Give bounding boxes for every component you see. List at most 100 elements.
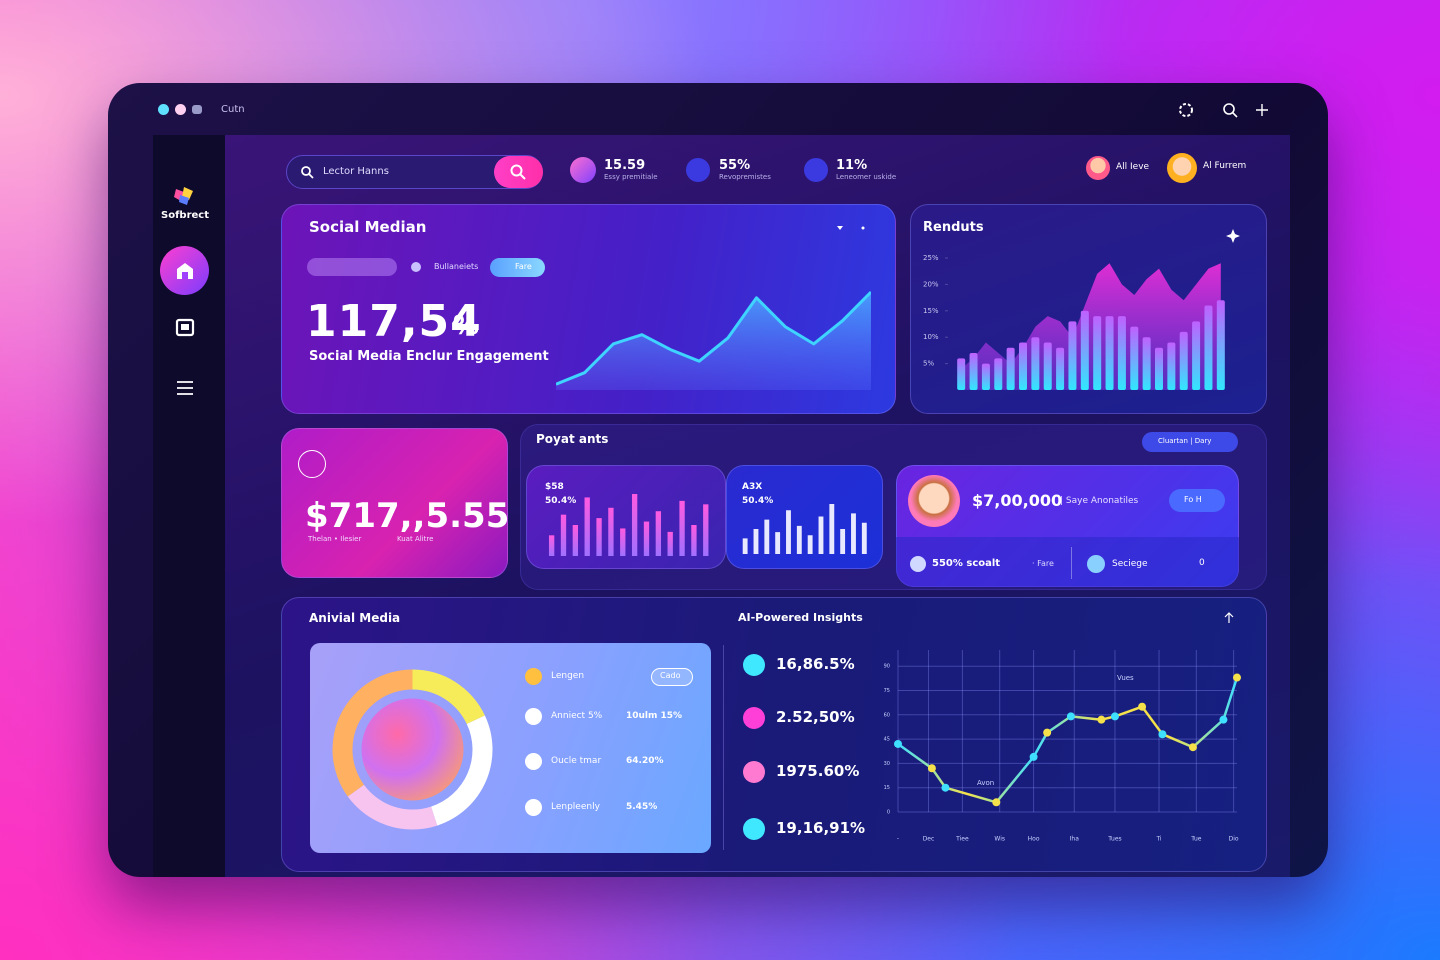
bar [994, 358, 1003, 390]
bar [667, 531, 673, 556]
y-tick-label: 20% [923, 280, 939, 288]
legend-icon [525, 708, 542, 725]
user-avatar[interactable] [1086, 156, 1110, 180]
bar [620, 528, 626, 556]
profile-tag-text: Fare [1037, 559, 1054, 568]
x-tick-label: Iha [1070, 836, 1080, 843]
insight-value: 2.52,50% [776, 708, 855, 726]
annotation: Avon [977, 779, 995, 787]
y-tick-label: 90 [884, 664, 890, 670]
panel-label: $58 [545, 482, 564, 492]
user-avatar[interactable] [1167, 153, 1197, 183]
stat-label: Essy premitiale [604, 173, 658, 181]
insight-value: 19,16,91% [776, 819, 866, 837]
y-tick-label: 60 [884, 712, 890, 718]
window-dot[interactable] [192, 105, 202, 114]
y-tick-label: 10% [923, 333, 939, 341]
profile-name-text: Saye Anonatiles [1065, 496, 1139, 506]
insights-title: AI-Powered Insights [738, 611, 863, 624]
donut-chart [332, 669, 493, 830]
legend-icon [525, 799, 542, 816]
x-tick-label: Tues [1107, 836, 1121, 843]
y-tick-label: 25% [923, 254, 939, 262]
nav-board[interactable] [175, 318, 195, 338]
profile-score: 550% scoalt [932, 558, 1001, 569]
sparkle-icon [1226, 229, 1240, 243]
chip-icon [411, 262, 421, 272]
bar [840, 529, 846, 554]
panel-sub: 50.4% [545, 496, 577, 506]
engagement-area [556, 292, 871, 390]
add-icon[interactable] [1256, 104, 1268, 116]
x-tick-label: Ti [1155, 836, 1161, 843]
bar [1117, 316, 1126, 390]
bar [1105, 316, 1114, 390]
bar [1204, 305, 1213, 390]
payment-panel [726, 465, 883, 569]
stat-icon [570, 157, 596, 183]
bar [786, 510, 791, 554]
legend-icon [525, 753, 542, 770]
insights-chart: 0 15 30 45 60 75 90 - Dec Tiee Wis Hoo Iha Tues Ti Tue D… [884, 650, 1241, 843]
x-tick-label: Dec [923, 836, 935, 843]
data-point [1066, 712, 1075, 721]
stat-label: Revopremistes [719, 173, 771, 181]
panel-chart [742, 504, 867, 554]
data-point [941, 783, 950, 792]
chip[interactable] [490, 258, 545, 277]
chip-label: Fare [515, 262, 532, 271]
bar [796, 525, 802, 554]
bar [1155, 347, 1163, 390]
payments-chip[interactable] [1142, 432, 1238, 452]
nav-menu[interactable] [175, 379, 195, 397]
bar [631, 494, 638, 556]
bar [807, 535, 813, 554]
profile-action[interactable]: Seciege [1112, 559, 1148, 569]
bar [596, 518, 602, 556]
x-tick-label: Hoo [1028, 836, 1040, 843]
legend-chip[interactable] [651, 668, 693, 686]
settings-icon[interactable] [1179, 103, 1193, 117]
balance-value: $717,,5.55 [305, 496, 510, 536]
brand-name: Sofbrect [161, 210, 210, 221]
legend-name: Anniect 5% [551, 711, 603, 721]
engagement-chart [556, 290, 871, 390]
bar [861, 522, 867, 554]
stat-label: Leneomer uskide [836, 173, 897, 181]
search-glyph [301, 166, 314, 179]
bar [548, 535, 555, 556]
bar [679, 500, 685, 556]
window-dot[interactable] [158, 104, 169, 115]
stat-value: 11% [836, 158, 868, 173]
profile-name: | Saye Anonatiles [1060, 496, 1139, 506]
user-name: All Ieve [1116, 162, 1150, 172]
y-tick-label: 0 [887, 810, 890, 816]
profile-amount: $7,00,000 [972, 491, 1063, 510]
annotation: Vues [1117, 674, 1134, 682]
expand-icon[interactable] [1222, 611, 1236, 625]
x-tick-label: Dio [1229, 836, 1239, 843]
data-point [1158, 730, 1167, 739]
data-point [1097, 715, 1106, 724]
window-dot[interactable] [175, 104, 186, 115]
card-controls[interactable] [834, 222, 870, 234]
panel-chart [548, 494, 709, 556]
legend-icon [525, 668, 542, 685]
stat-icon [804, 158, 828, 182]
data-point [1188, 743, 1197, 752]
data-point [1029, 752, 1038, 761]
donut-segment [431, 715, 493, 826]
y-tick-label: 30 [884, 761, 890, 767]
insight-icon [743, 707, 765, 729]
profile-button[interactable] [1169, 489, 1225, 512]
bar [851, 513, 856, 554]
bar [584, 497, 590, 556]
search-button[interactable] [494, 156, 543, 188]
toolbar-icons [1179, 103, 1268, 118]
search-icon[interactable] [1223, 103, 1235, 115]
insight-icon [743, 818, 765, 840]
bar [818, 516, 824, 554]
balance-label: Kuat Alitre [397, 535, 434, 543]
bar [1142, 337, 1151, 390]
donut-segment [347, 784, 438, 830]
